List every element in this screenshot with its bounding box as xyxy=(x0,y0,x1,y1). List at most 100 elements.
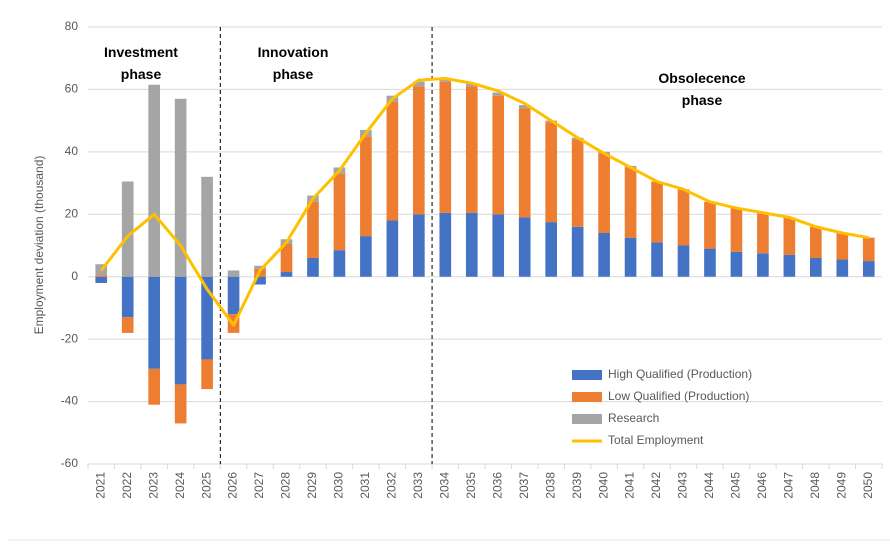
bar xyxy=(413,214,425,277)
y-tick-label: 0 xyxy=(71,269,78,283)
x-tick-label: 2044 xyxy=(702,472,716,499)
bar xyxy=(862,237,875,262)
x-tick-label: 2049 xyxy=(834,472,848,499)
x-tick-label: 2035 xyxy=(464,472,478,499)
bar xyxy=(862,261,875,277)
x-tick-label: 2036 xyxy=(490,472,504,499)
bar xyxy=(360,236,372,277)
bar xyxy=(783,217,796,255)
x-tick-label: 2047 xyxy=(782,472,796,499)
bar xyxy=(439,78,452,82)
bar xyxy=(413,86,425,215)
bar xyxy=(95,275,108,277)
bar xyxy=(651,242,663,277)
bar xyxy=(174,384,187,424)
x-tick-label: 2042 xyxy=(649,472,663,499)
x-tick-label: 2041 xyxy=(623,472,637,499)
bar xyxy=(518,105,531,109)
bar xyxy=(492,95,505,215)
bar xyxy=(624,237,637,277)
bar xyxy=(757,212,769,254)
bar xyxy=(227,270,240,277)
bar xyxy=(810,257,822,277)
y-tick-label: 40 xyxy=(65,144,79,158)
phase-label: Innovation phase xyxy=(257,44,329,82)
legend-label: Total Employment xyxy=(608,433,704,447)
bar xyxy=(254,265,266,269)
bar xyxy=(545,122,557,223)
bar xyxy=(254,276,266,285)
bar xyxy=(280,272,293,277)
bar xyxy=(810,226,822,258)
phase-label: Investment phase xyxy=(104,44,178,82)
x-tick-label: 2048 xyxy=(808,472,822,499)
x-tick-label: 2037 xyxy=(517,472,531,499)
legend-swatch xyxy=(572,414,602,424)
bar xyxy=(571,226,584,277)
x-tick-label: 2045 xyxy=(729,472,743,499)
bar xyxy=(492,214,505,277)
y-tick-label: 20 xyxy=(65,206,79,220)
bar xyxy=(439,81,452,213)
legend-label: Research xyxy=(608,411,659,425)
bar xyxy=(518,217,531,277)
bar xyxy=(677,245,690,277)
bar xyxy=(148,84,160,277)
bar xyxy=(624,167,637,238)
bar xyxy=(677,189,690,246)
x-tick-label: 2039 xyxy=(570,472,584,499)
bar xyxy=(439,212,452,277)
x-tick-label: 2040 xyxy=(596,472,610,499)
x-tick-label: 2022 xyxy=(120,472,134,499)
bar xyxy=(121,317,134,333)
x-tick-label: 2025 xyxy=(199,472,213,499)
bar xyxy=(386,101,399,221)
legend-label: High Qualified (Production) xyxy=(608,367,752,381)
y-axis-label: Employment deviation (thousand) xyxy=(32,156,46,335)
line xyxy=(100,77,870,327)
bar xyxy=(121,181,134,277)
phase-label: Obsolecence phase xyxy=(658,70,746,108)
x-tick-label: 2031 xyxy=(358,472,372,499)
bar xyxy=(730,208,743,252)
bar xyxy=(518,108,531,218)
x-tick-label: 2043 xyxy=(676,472,690,499)
x-tick-label: 2027 xyxy=(252,472,266,499)
x-tick-label: 2028 xyxy=(279,472,293,499)
bar xyxy=(280,243,293,273)
y-tick-label: 80 xyxy=(65,19,79,33)
x-tick-label: 2026 xyxy=(226,472,240,499)
bar xyxy=(333,250,346,277)
bar xyxy=(386,220,399,277)
bar xyxy=(465,86,478,213)
bar xyxy=(704,201,716,249)
bar xyxy=(651,181,663,243)
bar xyxy=(836,233,849,260)
bar xyxy=(360,136,372,237)
bar xyxy=(95,276,108,283)
bar xyxy=(545,222,557,277)
bar xyxy=(201,359,213,390)
y-tick-label: -60 xyxy=(61,456,79,470)
x-tick-label: 2030 xyxy=(332,472,346,499)
bar xyxy=(148,368,160,405)
bar xyxy=(227,276,240,315)
x-tick-label: 2024 xyxy=(173,472,187,499)
y-tick-label: -20 xyxy=(61,331,79,345)
bar xyxy=(571,139,584,227)
x-tick-label: 2023 xyxy=(146,472,160,499)
bar xyxy=(492,92,505,96)
bar xyxy=(757,253,769,277)
x-tick-label: 2050 xyxy=(861,472,875,499)
bar xyxy=(307,201,319,258)
bar xyxy=(307,257,319,277)
bar xyxy=(121,276,134,318)
bar xyxy=(730,251,743,277)
bar xyxy=(783,254,796,277)
x-tick-label: 2021 xyxy=(93,472,107,499)
bar xyxy=(465,212,478,277)
x-tick-label: 2032 xyxy=(385,472,399,499)
x-tick-label: 2029 xyxy=(305,472,319,499)
